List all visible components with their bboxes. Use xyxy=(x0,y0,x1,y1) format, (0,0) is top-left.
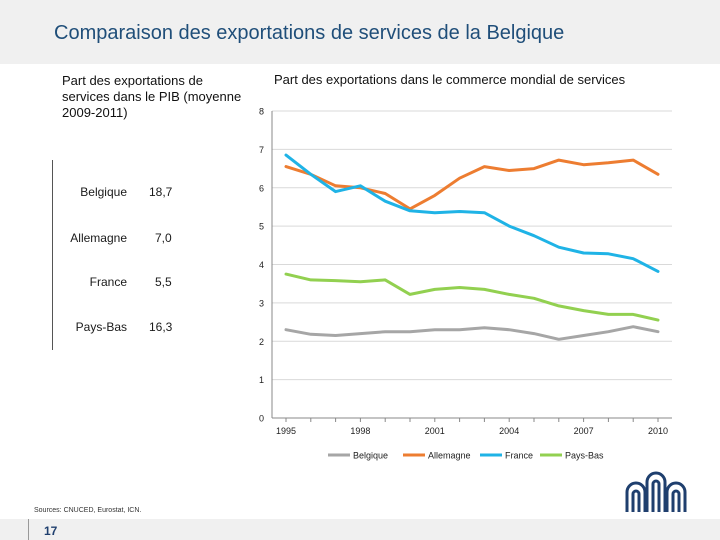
y-tick-label: 0 xyxy=(259,414,264,424)
series-line-belgique xyxy=(284,325,660,341)
legend-label: France xyxy=(505,451,533,461)
y-tick-label: 8 xyxy=(259,107,264,117)
title-band xyxy=(0,0,720,64)
x-tick-label: 1995 xyxy=(276,426,296,436)
x-tick-label: 2007 xyxy=(574,426,594,436)
series-line-france xyxy=(284,153,660,273)
y-tick-label: 3 xyxy=(259,298,264,308)
sources-note: Sources: CNUCED, Eurostat, ICN. xyxy=(34,507,142,514)
pib-country: France xyxy=(89,275,127,289)
y-tick-label: 1 xyxy=(259,375,264,385)
footer-bar xyxy=(0,519,720,540)
page-number: 17 xyxy=(44,524,58,538)
y-tick-label: 7 xyxy=(259,145,264,155)
chart-title: Part des exportations dans le commerce m… xyxy=(274,72,626,87)
page-title: Comparaison des exportations de services… xyxy=(54,22,565,44)
pib-country: Allemagne xyxy=(70,231,127,245)
footer-divider xyxy=(28,519,29,540)
pib-row-france: France 5,5 xyxy=(53,275,223,291)
pib-country: Belgique xyxy=(80,185,127,199)
series-line-allemagne xyxy=(284,158,660,211)
pib-row-pays-bas: Pays-Bas 16,3 xyxy=(53,320,223,336)
y-tick-label: 4 xyxy=(259,260,264,270)
pib-value: 7,0 xyxy=(155,231,172,245)
pib-row-belgique: Belgique 18,7 xyxy=(53,185,223,201)
pib-value: 16,3 xyxy=(149,320,173,334)
legend-label: Allemagne xyxy=(428,451,471,461)
bank-logo-icon xyxy=(625,471,687,512)
pib-value: 18,7 xyxy=(149,185,173,199)
y-tick-label: 2 xyxy=(259,337,264,347)
y-tick-label: 6 xyxy=(259,183,264,193)
pib-country: Pays-Bas xyxy=(75,320,127,334)
x-tick-label: 2010 xyxy=(648,426,668,436)
pib-heading: Part des exportations de services dans l… xyxy=(62,73,242,120)
pib-row-allemagne: Allemagne 7,0 xyxy=(53,231,223,247)
x-tick-label: 2001 xyxy=(425,426,445,436)
pib-table: Belgique 18,7 Allemagne 7,0 France 5,5 P… xyxy=(52,160,223,350)
legend-label: Pays-Bas xyxy=(565,451,604,461)
series-line-pays-bas xyxy=(284,272,660,322)
x-tick-label: 2004 xyxy=(499,426,519,436)
y-tick-label: 5 xyxy=(259,222,264,232)
pib-value: 5,5 xyxy=(155,275,172,289)
legend-label: Belgique xyxy=(353,451,388,461)
x-tick-label: 1998 xyxy=(350,426,370,436)
